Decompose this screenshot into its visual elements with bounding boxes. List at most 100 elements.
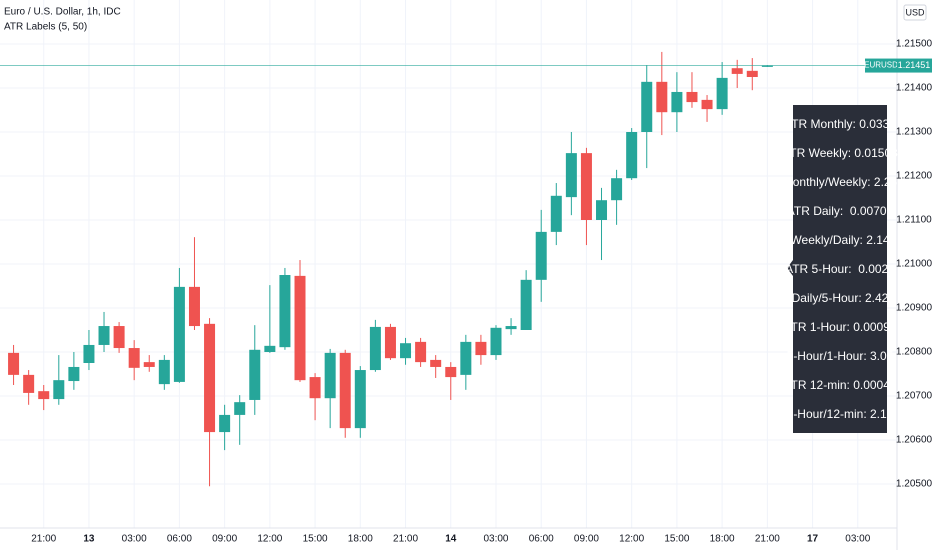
candle-body — [98, 326, 110, 345]
x-tick-label: 21:00 — [31, 534, 56, 545]
tooltip-box — [787, 105, 887, 433]
x-tick-label: 13 — [83, 534, 95, 545]
tooltip-line: ATR 1-Hour: 0.00095 — [783, 320, 896, 334]
candle-body — [324, 352, 336, 399]
candle-body — [8, 352, 20, 375]
x-tick-label: 15:00 — [664, 534, 689, 545]
candle-body — [761, 65, 773, 67]
symbol-label-box — [865, 58, 897, 73]
x-tick-label: 09:00 — [212, 534, 237, 545]
candle-body — [158, 359, 170, 385]
tooltip-line: ATR Monthly: 0.0339 — [784, 117, 896, 131]
y-tick-label: 1.20500 — [896, 479, 932, 490]
tooltip-line: 1-Hour/12-min: 2.12 — [787, 407, 894, 421]
tooltip-line: ATR 5-Hour: 0.0029 — [785, 262, 895, 276]
y-tick-label: 1.20900 — [896, 303, 932, 314]
x-tick-label: 17 — [807, 534, 819, 545]
candle-body — [701, 99, 713, 110]
candle-body — [113, 326, 125, 349]
candle-body — [219, 414, 231, 433]
chart-title: Euro / U.S. Dollar, 1h, IDC — [4, 7, 121, 18]
y-tick-label: 1.21000 — [896, 259, 932, 270]
x-tick-label: 21:00 — [393, 534, 418, 545]
candle-body — [339, 352, 351, 429]
currency-label[interactable]: USD — [905, 7, 925, 17]
candle-body — [400, 343, 412, 359]
candle-body — [279, 275, 291, 348]
candle-body — [53, 380, 65, 400]
atr-tooltip: ATR Monthly: 0.0339 ATR Weekly: 0.01503 Mo… — [782, 105, 898, 433]
candle-body — [580, 153, 592, 220]
candle-body — [490, 327, 502, 356]
x-tick-label: 18:00 — [348, 534, 373, 545]
x-tick-label: 03:00 — [483, 534, 508, 545]
y-tick-label: 1.21500 — [896, 39, 932, 50]
y-tick-label: 1.21400 — [896, 83, 932, 94]
candle-body — [249, 349, 261, 400]
tooltip-line: Monthly/Weekly: 2.26 — [783, 175, 898, 189]
x-tick-label: 03:00 — [845, 534, 870, 545]
candle-body — [475, 341, 487, 356]
candle-body — [520, 279, 532, 330]
candle-body — [565, 153, 577, 198]
candle-body — [38, 391, 50, 400]
tooltip-line: ATR Daily: 0.00703 — [787, 204, 894, 218]
y-tick-label: 1.20800 — [896, 347, 932, 358]
candle-body — [686, 91, 698, 103]
candle-body — [128, 348, 140, 368]
grid — [0, 0, 897, 528]
candles — [8, 51, 773, 487]
candle-body — [384, 326, 396, 359]
candle-body — [746, 70, 758, 77]
tooltip-line: ATR 12-min: 0.00045 — [783, 378, 896, 392]
candle-body — [430, 359, 442, 367]
y-tick-label: 1.21100 — [896, 215, 932, 226]
tooltip-line: Weekly/Daily: 2.14 — [790, 233, 889, 247]
candle-body — [173, 286, 185, 382]
x-tick-label: 14 — [445, 534, 457, 545]
x-tick-label: 03:00 — [122, 534, 147, 545]
last-price-box — [897, 58, 932, 73]
candle-body — [445, 366, 457, 378]
tooltip-line: Daily/5-Hour: 2.42 — [792, 291, 889, 305]
candle-body — [505, 326, 517, 330]
y-tick-label: 1.20700 — [896, 391, 932, 402]
candle-body — [354, 370, 366, 429]
candle-body — [68, 366, 80, 382]
candle-body — [143, 362, 155, 367]
candle-body — [415, 341, 427, 363]
candle-body — [234, 402, 246, 415]
candle-body — [731, 68, 743, 74]
candle-body — [716, 77, 728, 110]
candle-body — [264, 345, 276, 352]
candle-body — [460, 341, 472, 375]
y-tick-label: 1.21300 — [896, 127, 932, 138]
currency-box[interactable] — [903, 4, 927, 21]
x-tick-label: 21:00 — [755, 534, 780, 545]
symbol-label: EURUSD — [864, 61, 898, 70]
indicator-label: ATR Labels (5, 50) — [4, 22, 87, 33]
candle-body — [294, 275, 306, 381]
x-tick-label: 06:00 — [529, 534, 554, 545]
candle-body — [204, 323, 216, 433]
x-tick-label: 12:00 — [257, 534, 282, 545]
x-tick-label: 09:00 — [574, 534, 599, 545]
candle-body — [23, 374, 35, 393]
candle-body — [626, 132, 638, 179]
y-tick-label: 1.21200 — [896, 171, 932, 182]
candle-body — [596, 200, 608, 220]
candle-body — [369, 326, 381, 371]
tooltip-line: ATR Weekly: 0.01503 — [782, 146, 898, 160]
candle-body — [535, 231, 547, 280]
last-price-label: 1.21451 — [898, 60, 931, 70]
x-tick-label: 15:00 — [303, 534, 328, 545]
candle-body — [188, 286, 200, 327]
candle-body — [550, 195, 562, 232]
x-tick-label: 18:00 — [710, 534, 735, 545]
y-tick-label: 1.20600 — [896, 435, 932, 446]
tooltip-line: 5-Hour/1-Hour: 3.05 — [787, 349, 894, 363]
x-tick-label: 12:00 — [619, 534, 644, 545]
candle-body — [83, 344, 95, 363]
